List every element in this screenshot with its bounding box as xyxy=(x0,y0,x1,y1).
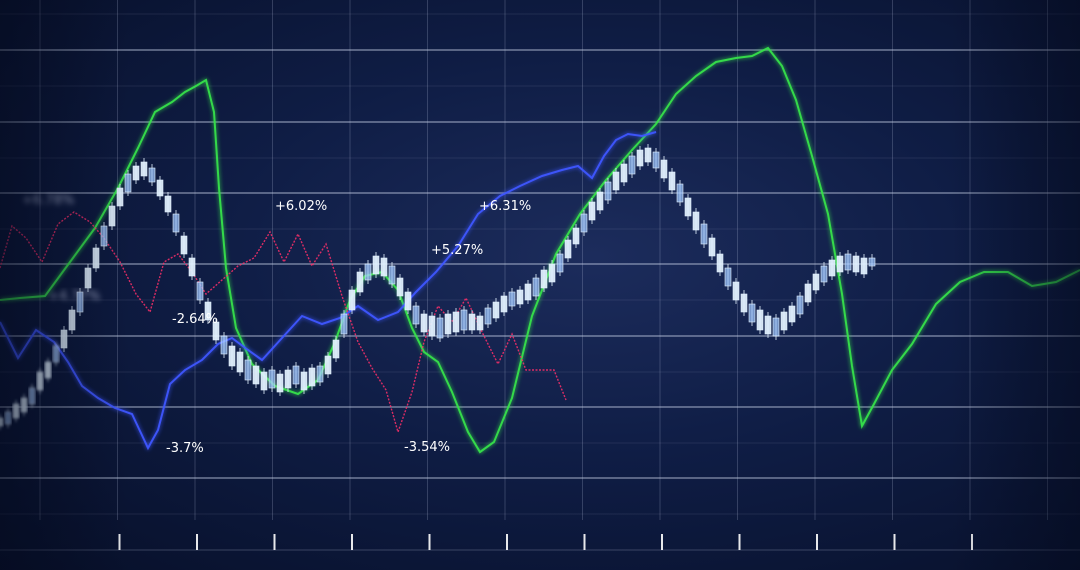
financial-chart: +6.78%+4.77%-2.64%-3.7%+6.02%-3.54%+5.27… xyxy=(0,0,1080,570)
vignette xyxy=(0,0,1080,570)
chart-stage: +6.78%+4.77%-2.64%-3.7%+6.02%-3.54%+5.27… xyxy=(0,0,1080,570)
